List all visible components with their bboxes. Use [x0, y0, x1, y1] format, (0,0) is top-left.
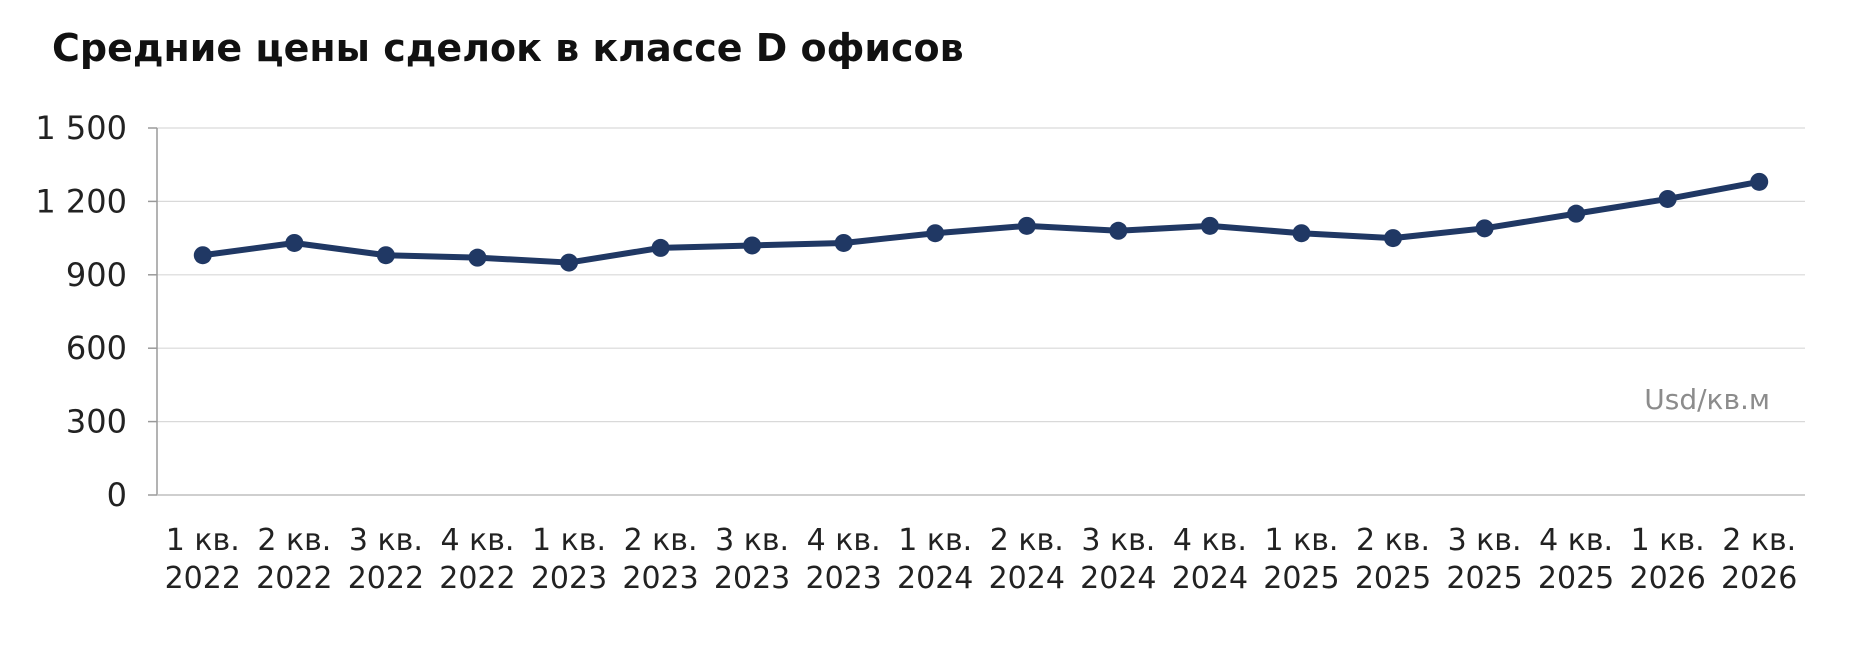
x-tick-label: 1 кв. 2022 — [165, 523, 241, 596]
x-tick-label: 2 кв. 2026 — [1721, 523, 1797, 596]
x-tick-label: 2 кв. 2025 — [1355, 523, 1431, 596]
data-point — [1292, 224, 1311, 243]
data-point — [193, 246, 212, 265]
y-tick-label: 900 — [66, 256, 127, 294]
series-line — [199, 178, 1763, 266]
x-tick-label: 3 кв. 2023 — [714, 523, 790, 596]
x-tick-label: 4 кв. 2025 — [1538, 523, 1614, 596]
x-tick-label: 1 кв. 2023 — [531, 523, 607, 596]
chart-title: Средние цены сделок в классе D офисов — [52, 26, 964, 70]
data-point — [926, 224, 945, 243]
x-tick-label: 2 кв. 2023 — [622, 523, 698, 596]
x-tick-label: 3 кв. 2022 — [348, 523, 424, 596]
data-point — [1384, 229, 1402, 248]
x-tick-label: 1 кв. 2025 — [1263, 523, 1339, 596]
data-point — [834, 233, 853, 252]
y-tick-label: 600 — [66, 329, 127, 367]
data-point — [285, 233, 304, 252]
data-point — [1750, 172, 1769, 191]
data-point — [1017, 216, 1036, 235]
y-tick-label: 1 500 — [35, 109, 127, 147]
x-tick-label: 4 кв. 2022 — [439, 523, 515, 596]
x-tick-label: 1 кв. 2026 — [1629, 523, 1705, 596]
unit-label: Usd/кв.м — [1644, 383, 1770, 416]
series — [193, 172, 1769, 272]
data-point — [1475, 219, 1494, 238]
x-tick-label: 1 кв. 2024 — [897, 523, 973, 596]
x-tick-label: 4 кв. 2024 — [1172, 523, 1248, 596]
x-tick-label: 2 кв. 2022 — [256, 523, 332, 596]
data-point — [1109, 221, 1128, 240]
axes — [148, 127, 1805, 496]
data-point — [1567, 204, 1586, 223]
y-tick-labels: 0 300 600 900 1 200 1 500 — [35, 109, 127, 514]
y-tick-label: 0 — [107, 476, 127, 514]
y-tick-label: 1 200 — [35, 182, 127, 220]
x-tick-label: 2 кв. 2024 — [989, 523, 1065, 596]
x-tick-label: 3 кв. 2025 — [1446, 523, 1522, 596]
data-point — [1200, 216, 1219, 235]
gridlines — [157, 127, 1805, 423]
data-point — [376, 246, 395, 265]
data-point — [1658, 189, 1677, 208]
data-point — [651, 238, 670, 257]
data-point — [468, 248, 487, 267]
data-point — [560, 253, 578, 272]
data-point — [743, 236, 762, 255]
x-tick-label: 4 кв. 2023 — [805, 523, 881, 596]
x-tick-label: 3 кв. 2024 — [1080, 523, 1156, 596]
y-tick-label: 300 — [66, 403, 127, 441]
